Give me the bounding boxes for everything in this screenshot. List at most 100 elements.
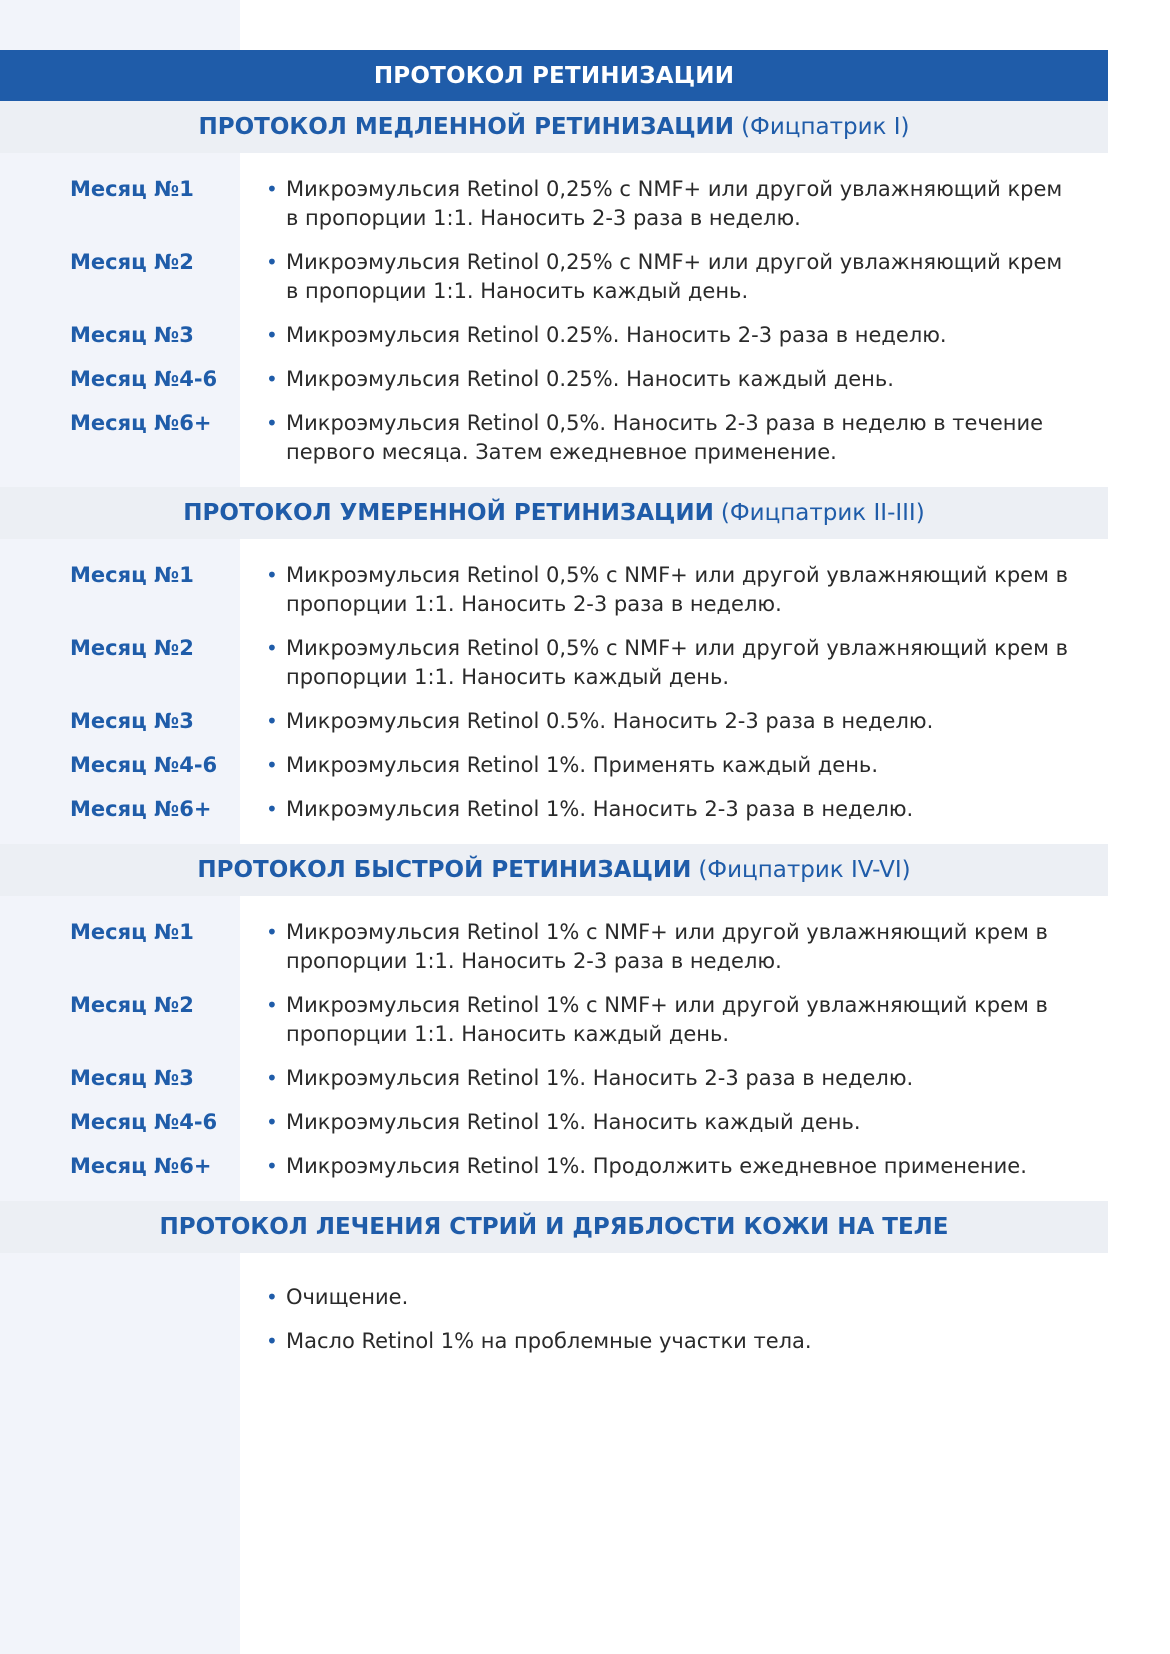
protocol-row: Месяц №1 • Микроэмульсия Retinol 1% с NMF+… <box>0 918 1108 976</box>
section-header: ПРОТОКОЛ БЫСТРОЙ РЕТИНИЗАЦИИ (Фицпатрик I… <box>0 844 1108 896</box>
month-label: Месяц №4-6 <box>70 367 218 391</box>
bullet-icon: • <box>266 323 278 347</box>
protocol-row: Месяц №2 • Микроэмульсия Retinol 0,5% с NM… <box>0 634 1108 692</box>
row-text: Масло Retinol 1% на проблемные участки т… <box>286 1329 812 1353</box>
protocol-row: Месяц №4-6 • Микроэмульсия Retinol 1%. Нан… <box>0 1108 1108 1137</box>
protocol-section: ПРОТОКОЛ МЕДЛЕННОЙ РЕТИНИЗАЦИИ (Фицпатрик… <box>0 101 1108 487</box>
row-text: Микроэмульсия Retinol 1% с NMF+ или друг… <box>286 920 1048 973</box>
bullet-icon: • <box>266 563 278 587</box>
month-label: Месяц №2 <box>70 993 194 1017</box>
spacer <box>0 1064 70 1093</box>
protocol-row: • Масло Retinol 1% на проблемные участки … <box>0 1327 1108 1356</box>
bullet-icon: • <box>266 367 278 391</box>
bullet-icon: • <box>266 993 278 1017</box>
month-label: Месяц №6+ <box>70 411 212 435</box>
protocol-row: Месяц №2 • Микроэмульсия Retinol 0,25% с N… <box>0 248 1108 306</box>
month-label: Месяц №4-6 <box>70 1110 218 1134</box>
row-text: Очищение. <box>286 1285 409 1309</box>
protocol-row: Месяц №6+ • Микроэмульсия Retinol 1%. Нано… <box>0 795 1108 824</box>
row-text: Микроэмульсия Retinol 0,5% с NMF+ или др… <box>286 563 1068 616</box>
spacer <box>0 1283 70 1312</box>
spacer <box>0 918 70 976</box>
spacer <box>0 248 70 306</box>
protocol-row: Месяц №1 • Микроэмульсия Retinol 0,25% с N… <box>0 175 1108 233</box>
spacer <box>0 795 70 824</box>
protocol-row: Месяц №3 • Микроэмульсия Retinol 1%. Нанос… <box>0 1064 1108 1093</box>
spacer <box>0 409 70 467</box>
protocol-row: Месяц №6+ • Микроэмульсия Retinol 0,5%. На… <box>0 409 1108 467</box>
spacer <box>0 175 70 233</box>
row-text: Микроэмульсия Retinol 1% с NMF+ или друг… <box>286 993 1048 1046</box>
row-text: Микроэмульсия Retinol 0,25% с NMF+ или д… <box>286 177 1063 230</box>
section-header: ПРОТОКОЛ МЕДЛЕННОЙ РЕТИНИЗАЦИИ (Фицпатрик… <box>0 101 1108 153</box>
month-label: Месяц №2 <box>70 636 194 660</box>
section-title: ПРОТОКОЛ УМЕРЕННОЙ РЕТИНИЗАЦИИ <box>183 500 714 526</box>
spacer <box>0 991 70 1049</box>
bullet-icon: • <box>266 1285 278 1309</box>
page-title: ПРОТОКОЛ РЕТИНИЗАЦИИ <box>0 50 1108 101</box>
section-subtitle: (Фицпатрик II-III) <box>720 500 925 526</box>
month-label: Месяц №1 <box>70 177 194 201</box>
spacer <box>0 561 70 619</box>
month-label: Месяц №1 <box>70 563 194 587</box>
month-label: Месяц №6+ <box>70 797 212 821</box>
month-label: Месяц №2 <box>70 250 194 274</box>
spacer <box>0 1108 70 1137</box>
month-label: Месяц №4-6 <box>70 753 218 777</box>
section-rows: • Очищение. • Масло Retinol 1% на проблемны… <box>0 1253 1108 1376</box>
row-text: Микроэмульсия Retinol 0,5%. Наносить 2-3… <box>286 411 1044 464</box>
bullet-icon: • <box>266 709 278 733</box>
row-text: Микроэмульсия Retinol 0.25%. Наносить 2-… <box>286 323 947 347</box>
document-content: ПРОТОКОЛ РЕТИНИЗАЦИИ ПРОТОКОЛ МЕДЛЕННОЙ … <box>0 50 1108 1376</box>
row-text: Микроэмульсия Retinol 1%. Применять кажд… <box>286 753 878 777</box>
section-subtitle: (Фицпатрик I) <box>741 114 910 140</box>
section-title: ПРОТОКОЛ ЛЕЧЕНИЯ СТРИЙ И ДРЯБЛОСТИ КОЖИ … <box>159 1214 949 1240</box>
month-label: Месяц №3 <box>70 1066 194 1090</box>
month-label: Месяц №3 <box>70 709 194 733</box>
month-label <box>70 1283 266 1312</box>
bullet-icon: • <box>266 411 278 435</box>
section-title: ПРОТОКОЛ БЫСТРОЙ РЕТИНИЗАЦИИ <box>197 857 692 883</box>
bullet-icon: • <box>266 797 278 821</box>
protocol-section: ПРОТОКОЛ БЫСТРОЙ РЕТИНИЗАЦИИ (Фицпатрик I… <box>0 844 1108 1201</box>
row-text: Микроэмульсия Retinol 1%. Наносить кажды… <box>286 1110 861 1134</box>
row-text: Микроэмульсия Retinol 0.5%. Наносить 2-3… <box>286 709 934 733</box>
row-text: Микроэмульсия Retinol 1%. Продолжить еже… <box>286 1154 1027 1178</box>
bullet-icon: • <box>266 250 278 274</box>
protocol-section: ПРОТОКОЛ УМЕРЕННОЙ РЕТИНИЗАЦИИ (Фицпатрик… <box>0 487 1108 844</box>
bullet-icon: • <box>266 1329 278 1353</box>
bullet-icon: • <box>266 1110 278 1134</box>
month-label: Месяц №3 <box>70 323 194 347</box>
bullet-icon: • <box>266 1154 278 1178</box>
section-rows: Месяц №1 • Микроэмульсия Retinol 1% с NMF+… <box>0 896 1108 1201</box>
bullet-icon: • <box>266 636 278 660</box>
spacer <box>0 751 70 780</box>
protocol-row: Месяц №4-6 • Микроэмульсия Retinol 0.25%. … <box>0 365 1108 394</box>
bullet-icon: • <box>266 177 278 201</box>
bullet-icon: • <box>266 1066 278 1090</box>
spacer <box>0 1327 70 1356</box>
section-header: ПРОТОКОЛ ЛЕЧЕНИЯ СТРИЙ И ДРЯБЛОСТИ КОЖИ … <box>0 1201 1108 1253</box>
protocol-row: Месяц №3 • Микроэмульсия Retinol 0.5%. Нан… <box>0 707 1108 736</box>
spacer <box>0 365 70 394</box>
spacer <box>0 634 70 692</box>
row-text: Микроэмульсия Retinol 0,25% с NMF+ или д… <box>286 250 1063 303</box>
bullet-icon: • <box>266 920 278 944</box>
section-header: ПРОТОКОЛ УМЕРЕННОЙ РЕТИНИЗАЦИИ (Фицпатрик… <box>0 487 1108 539</box>
row-text: Микроэмульсия Retinol 1%. Наносить 2-3 р… <box>286 797 914 821</box>
section-rows: Месяц №1 • Микроэмульсия Retinol 0,25% с N… <box>0 153 1108 487</box>
protocol-row: Месяц №2 • Микроэмульсия Retinol 1% с NMF+… <box>0 991 1108 1049</box>
protocol-row: Месяц №1 • Микроэмульсия Retinol 0,5% с NM… <box>0 561 1108 619</box>
protocol-row: Месяц №3 • Микроэмульсия Retinol 0.25%. На… <box>0 321 1108 350</box>
row-text: Микроэмульсия Retinol 1%. Наносить 2-3 р… <box>286 1066 914 1090</box>
section-subtitle: (Фицпатрик IV-VI) <box>698 857 911 883</box>
left-column-background <box>0 0 240 1654</box>
spacer <box>0 1152 70 1181</box>
spacer <box>0 707 70 736</box>
protocol-row: Месяц №4-6 • Микроэмульсия Retinol 1%. При… <box>0 751 1108 780</box>
row-text: Микроэмульсия Retinol 0.25%. Наносить ка… <box>286 367 894 391</box>
month-label <box>70 1327 266 1356</box>
month-label: Месяц №6+ <box>70 1154 212 1178</box>
protocol-row: Месяц №6+ • Микроэмульсия Retinol 1%. Прод… <box>0 1152 1108 1181</box>
protocol-row: • Очищение. <box>0 1283 1108 1312</box>
